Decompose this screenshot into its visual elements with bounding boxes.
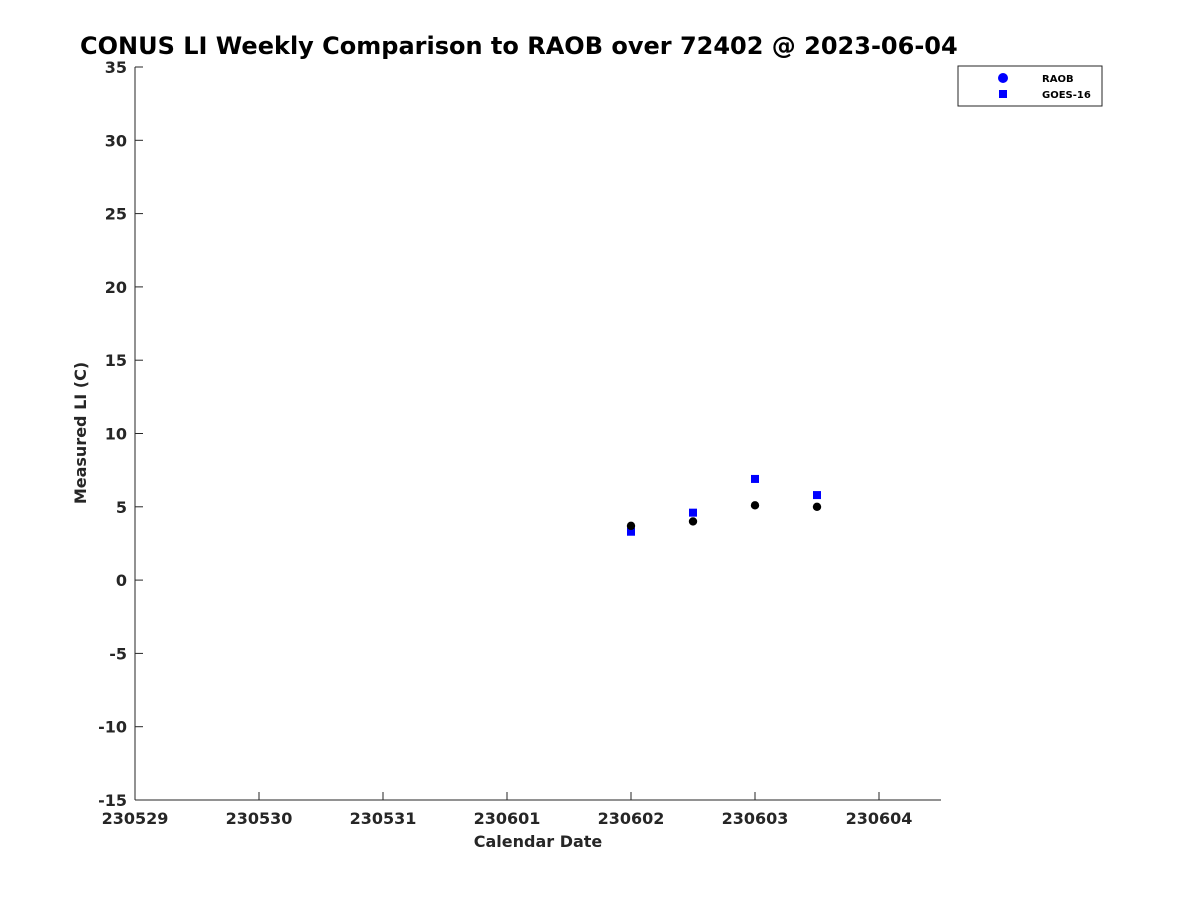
x-axis-label: Calendar Date (474, 832, 603, 851)
y-tick-label: 35 (105, 58, 127, 77)
x-tick-label: 230531 (350, 809, 417, 828)
y-tick-label: 20 (105, 278, 127, 297)
legend-box (957, 65, 1103, 107)
raob-point (750, 501, 760, 510)
y-tick-label: 30 (105, 131, 127, 150)
x-tick-label: 230603 (722, 809, 789, 828)
y-tick-label: -10 (98, 718, 127, 737)
goes16-point (751, 474, 759, 483)
x-tick-label: 230604 (846, 809, 913, 828)
x-tick-label: 230602 (598, 809, 665, 828)
plot-marks (626, 474, 822, 536)
x-tick-label: 230530 (226, 809, 293, 828)
legend-label: RAOB (1042, 74, 1074, 85)
goes16-point (813, 491, 821, 500)
y-tick-label: 10 (105, 425, 127, 444)
legend-label: GOES-16 (1042, 90, 1091, 101)
x-tick-label: 230601 (474, 809, 541, 828)
legend-square-marker (999, 90, 1007, 98)
y-tick-label: -5 (109, 644, 127, 663)
legend-circle-marker (998, 73, 1008, 83)
goes16-point (689, 508, 697, 517)
y-tick-label: 0 (116, 571, 127, 590)
raob-point (626, 521, 636, 531)
raob-point (812, 502, 822, 511)
y-axis-label: Measured LI (C) (71, 362, 90, 504)
legend: RAOB GOES-16 (957, 65, 1103, 107)
y-tick-label: 5 (116, 498, 127, 517)
x-tick-label: 230529 (102, 809, 169, 828)
goes16-point (627, 527, 635, 536)
y-tick-label: -15 (98, 791, 127, 810)
y-tick-label: 25 (105, 205, 127, 224)
y-tick-label: 15 (105, 351, 127, 370)
raob-point (688, 517, 698, 526)
chart-title: CONUS LI Weekly Comparison to RAOB over … (80, 32, 958, 60)
